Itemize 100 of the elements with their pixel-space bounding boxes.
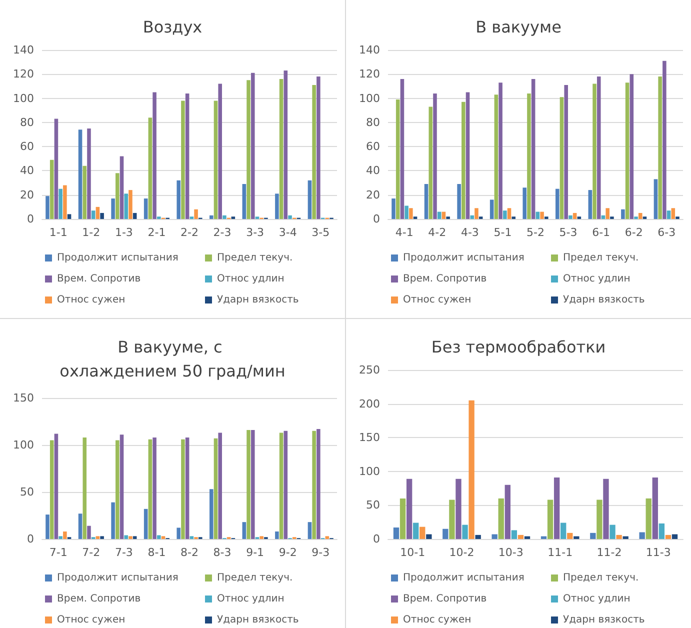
bar [406, 478, 412, 539]
bar [218, 432, 222, 539]
bar [622, 536, 628, 539]
bar [116, 173, 120, 219]
x-tick-label: 11-3 [646, 546, 671, 559]
bar [218, 84, 222, 219]
bar [466, 92, 470, 219]
legend-label: Предел текуч. [217, 572, 293, 584]
bar [63, 185, 67, 219]
bar [132, 536, 137, 539]
y-tick-label: 20 [366, 188, 380, 202]
bar [116, 440, 120, 539]
bar [284, 430, 288, 539]
bar [181, 439, 185, 539]
y-tick-label: 150 [359, 431, 380, 444]
bar [87, 526, 91, 539]
legend-label: Относ удлин [217, 594, 284, 604]
legend-label: Относ сужен [57, 294, 126, 306]
legend-label: Предел текуч. [563, 572, 639, 584]
bar [531, 78, 536, 219]
bar [316, 76, 320, 219]
chart-title: Без термообработки [431, 338, 606, 356]
bar [494, 94, 498, 219]
y-tick-label: 250 [359, 364, 380, 376]
y-tick-label: 120 [13, 68, 34, 81]
bar [662, 60, 666, 219]
bar [152, 437, 156, 539]
bar [420, 526, 426, 539]
x-tick-label: 7-3 [114, 546, 133, 559]
legend-label: Ударн вязкость [563, 294, 645, 306]
bar [592, 84, 596, 219]
bar [308, 180, 312, 219]
legend-label: Ударн вязкость [217, 614, 299, 626]
bar [527, 93, 531, 219]
legend-label: Предел текуч. [563, 252, 639, 264]
bar [63, 531, 67, 539]
bar [87, 128, 91, 219]
x-tick-label: 6-3 [658, 226, 676, 239]
bar [638, 212, 642, 219]
x-tick-label: 6-2 [624, 226, 643, 239]
bar [413, 522, 419, 539]
bar [574, 536, 580, 539]
bar [214, 100, 218, 219]
chart-title: Воздух [142, 18, 202, 36]
bar [540, 536, 547, 539]
x-tick-label: 8-1 [148, 546, 166, 559]
x-tick-label: 2-1 [148, 226, 166, 239]
bar [279, 432, 284, 539]
bar [176, 528, 181, 539]
bar [462, 524, 468, 539]
bar [50, 160, 54, 219]
bar [214, 438, 218, 539]
y-tick-label: 200 [359, 397, 380, 410]
bar [96, 206, 100, 219]
x-tick-label: 3-4 [278, 226, 297, 239]
bar [128, 536, 132, 539]
bar [91, 210, 96, 219]
bar [148, 118, 152, 219]
legend-label: Относ удлин [563, 594, 630, 604]
bar [433, 93, 437, 219]
bar [409, 208, 413, 219]
y-tick-label: 100 [13, 438, 34, 452]
bar [490, 200, 494, 219]
bar [185, 93, 190, 219]
x-tick-label: 4-3 [460, 226, 479, 239]
bar [181, 100, 185, 219]
bar [616, 534, 622, 539]
bar [144, 508, 148, 539]
bar [658, 76, 662, 219]
bar [222, 215, 226, 219]
x-tick-label: 2-2 [180, 226, 198, 239]
legend-label: Продолжит испытания [403, 252, 524, 264]
bar [250, 430, 255, 539]
bar [503, 210, 507, 219]
bar [567, 532, 573, 539]
legend-label: Врем. Сопротив [403, 594, 487, 604]
bar [312, 85, 316, 219]
x-tick-label: 1-2 [82, 226, 100, 239]
bar [308, 522, 312, 539]
bar [625, 82, 630, 219]
bar [511, 530, 518, 539]
legend-label: Относ удлин [217, 274, 284, 284]
x-tick-label: 9-2 [278, 546, 297, 559]
bar [504, 484, 510, 539]
y-tick-label: 50 [20, 486, 34, 498]
bar [100, 212, 104, 219]
bar [152, 92, 156, 219]
bar [58, 536, 62, 539]
bar [449, 500, 455, 539]
legend-label: Врем. Сопротив [57, 274, 141, 284]
bar [639, 532, 645, 539]
bar [124, 535, 128, 539]
bar [209, 489, 214, 539]
bar [120, 156, 124, 219]
bar [610, 524, 616, 539]
x-tick-label: 8-2 [180, 546, 198, 559]
legend-label: Продолжит испытания [57, 252, 178, 264]
y-tick-label: 60 [20, 140, 34, 154]
y-tick-label: 140 [359, 44, 380, 56]
x-tick-label: 8-3 [213, 546, 232, 559]
